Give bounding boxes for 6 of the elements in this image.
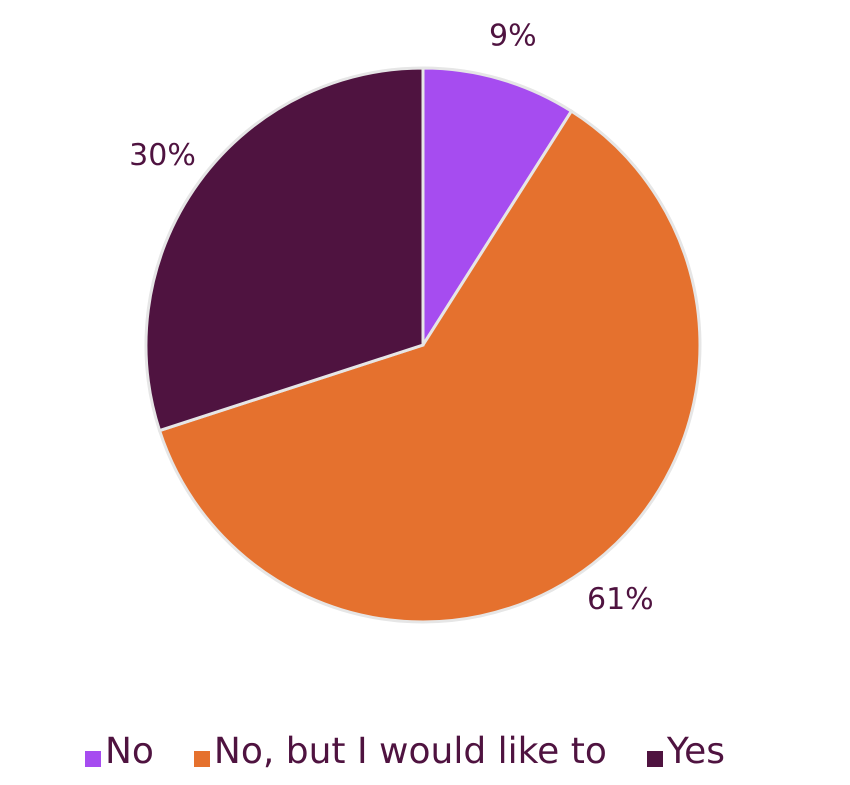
legend-label: No	[104, 731, 154, 772]
data-label: 61%	[587, 582, 654, 617]
data-label: 9%	[489, 18, 537, 54]
data-label: 30%	[129, 138, 196, 174]
legend-label: Yes	[666, 731, 726, 772]
legend-label: No, but I would like to	[214, 731, 607, 772]
